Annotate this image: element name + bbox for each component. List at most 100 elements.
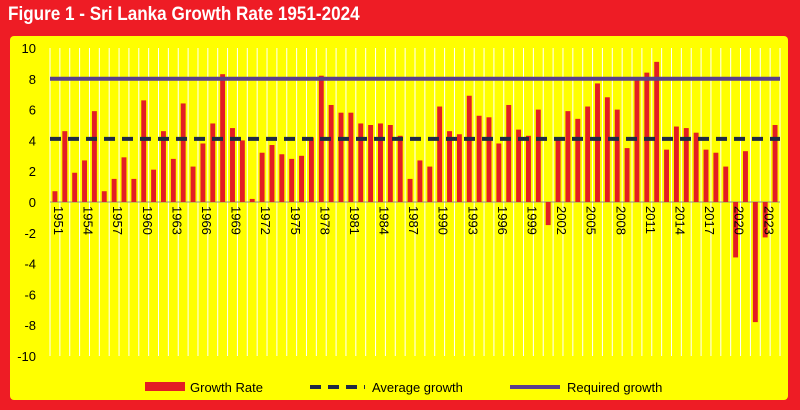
bar-1970 (239, 140, 245, 202)
y-tick-label: -6 (24, 287, 36, 302)
bar-2024 (772, 125, 778, 202)
bar-2012 (654, 61, 660, 202)
bar-1952 (62, 131, 68, 202)
bar-1983 (368, 125, 374, 202)
legend-label-required-growth: Required growth (567, 380, 662, 395)
bar-2021 (743, 151, 748, 202)
x-tick-label: 1999 (525, 206, 540, 235)
y-tick-label: 6 (29, 103, 36, 118)
y-tick-label: -10 (17, 349, 36, 364)
x-tick-label: 1954 (81, 206, 96, 235)
bar-1996 (496, 143, 502, 202)
x-tick-label: 2014 (672, 206, 687, 235)
bar-1982 (358, 123, 364, 202)
bar-2000 (535, 109, 541, 202)
bar-1957 (111, 178, 117, 202)
bar-1956 (101, 191, 107, 202)
bar-1965 (190, 166, 196, 202)
bar-1979 (328, 104, 334, 202)
bar-1985 (387, 125, 393, 202)
bar-1967 (210, 123, 216, 202)
y-tick-label: 4 (29, 133, 36, 148)
bar-2018 (713, 152, 719, 202)
legend-swatch-growth-rate (145, 382, 185, 391)
x-tick-label: 1981 (347, 206, 362, 235)
bar-2004 (575, 118, 581, 202)
bar-1969 (230, 128, 235, 202)
bar-2001 (545, 202, 551, 226)
x-tick-label: 2005 (584, 206, 599, 235)
x-tick-label: 2011 (643, 206, 658, 234)
x-tick-label: 2017 (702, 206, 717, 235)
bar-1988 (417, 160, 423, 202)
chart-panel: -10 -8 -6 -4 -2 0 2 4 6 8 10 1951 1954 1957 1960 1963 19… (10, 36, 788, 400)
bar-2008 (614, 109, 620, 202)
x-tick-label: 1984 (377, 206, 392, 235)
x-tick-label: 2023 (761, 206, 776, 235)
bar-1999 (525, 135, 531, 202)
bar-1984 (378, 123, 383, 202)
x-tick-label: 1990 (436, 206, 451, 235)
growth-chart: -10 -8 -6 -4 -2 0 2 4 6 8 10 1951 1954 1957 1960 1963 19… (17, 41, 781, 395)
x-tick-label: 1951 (51, 206, 66, 235)
bar-1954 (82, 160, 87, 202)
x-tick-label: 1978 (317, 206, 332, 235)
bar-1993 (466, 95, 472, 202)
chart-title: Figure 1 - Sri Lanka Growth Rate 1951-20… (8, 4, 360, 25)
legend-label-average-growth: Average growth (372, 380, 463, 395)
bar-1966 (200, 143, 206, 202)
bar-1991 (447, 131, 452, 202)
bar-1977 (308, 137, 314, 202)
legend-label-growth-rate: Growth Rate (190, 380, 263, 395)
title-bar: Figure 1 - Sri Lanka Growth Rate 1951-20… (0, 0, 800, 34)
bar-2020 (733, 202, 739, 258)
bar-1955 (91, 111, 97, 202)
bar-1973 (269, 145, 275, 202)
x-tick-label: 2002 (554, 206, 569, 235)
y-tick-label: 8 (29, 72, 36, 87)
y-tick-label: 0 (29, 195, 36, 210)
bar-2005 (585, 106, 591, 202)
bar-2015 (683, 128, 689, 202)
y-tick-label: -4 (24, 257, 36, 272)
x-tick-label: 2008 (613, 206, 628, 235)
y-tick-label: -2 (24, 226, 36, 241)
bar-2017 (703, 149, 709, 202)
bar-2023 (762, 202, 768, 238)
x-tick-label: 1957 (110, 206, 125, 235)
x-tick-label: 1963 (169, 206, 184, 235)
x-tick-label: 1996 (495, 206, 510, 235)
x-tick-label: 2020 (732, 206, 747, 235)
bar-1989 (427, 166, 433, 202)
bar-2019 (723, 166, 729, 202)
bar-1981 (348, 112, 354, 202)
bar-1964 (180, 103, 186, 202)
bar-2022 (752, 202, 758, 323)
bar-2006 (595, 83, 600, 202)
bar-1976 (299, 155, 305, 202)
bar-1974 (279, 154, 285, 202)
bar-1997 (506, 104, 512, 202)
bar-1986 (397, 135, 403, 202)
bar-1962 (160, 131, 166, 202)
y-tick-label: -8 (24, 318, 36, 333)
bar-2016 (693, 132, 699, 202)
x-tick-label: 1987 (406, 206, 421, 235)
bar-1959 (131, 178, 137, 202)
bar-2002 (555, 140, 561, 202)
bar-1972 (259, 152, 265, 202)
x-tick-label: 1966 (199, 206, 214, 235)
bar-1975 (289, 158, 295, 202)
x-tick-label: 1972 (258, 206, 273, 235)
bar-1971 (249, 198, 255, 202)
x-tick-label: 1993 (465, 206, 480, 235)
bar-2009 (624, 148, 630, 202)
bar-1992 (456, 134, 462, 202)
bar-1963 (170, 158, 176, 202)
bar-2013 (664, 149, 670, 202)
bar-1990 (437, 106, 443, 202)
bar-1998 (516, 129, 522, 202)
bar-2014 (673, 126, 679, 202)
bar-1980 (338, 112, 344, 202)
bar-1960 (141, 100, 147, 202)
